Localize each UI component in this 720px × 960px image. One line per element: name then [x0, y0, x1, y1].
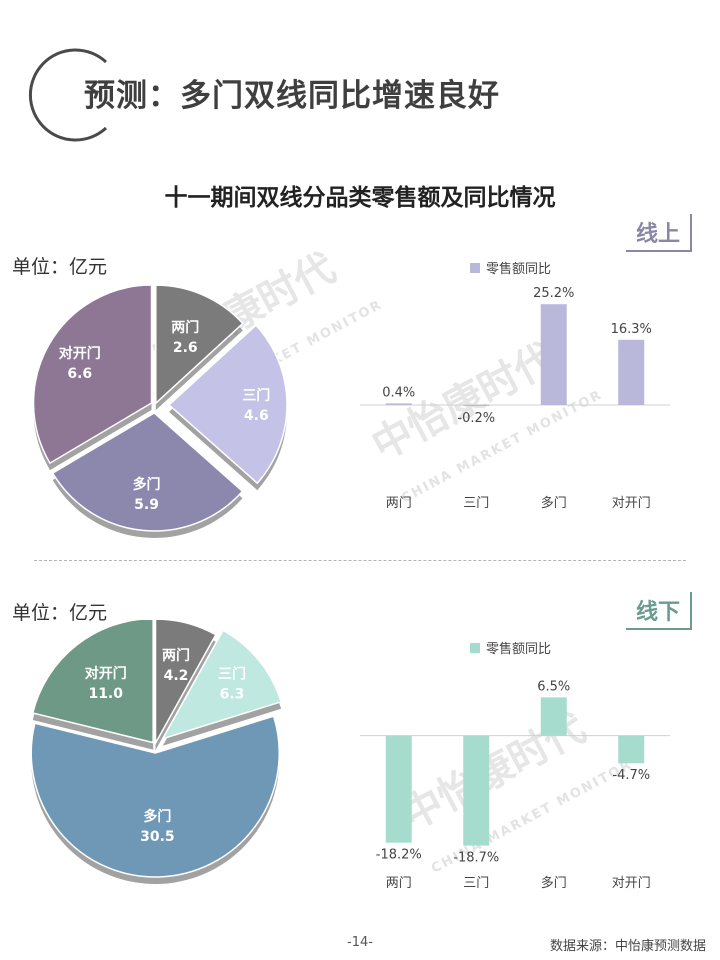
pie-slice-two-door [154, 620, 217, 746]
pie-label: 三门 [218, 665, 246, 682]
online-pie-chart: 两门 2.6 三门 4.6 多门 5.9 对开门 6.6 [32, 284, 288, 538]
pie-value-label: 2.6 [173, 340, 198, 356]
online-bar-chart: 零售额同比 0.4% 两门 -0.2% 三门 25.2% 多门 16.3% 对开门 [360, 261, 670, 511]
pie-value-label: 6.3 [220, 686, 245, 702]
bar-2 [540, 697, 567, 736]
pie-label: 三门 [242, 387, 270, 404]
pie-label: 多门 [133, 476, 161, 493]
pie-label: 对开门 [59, 345, 101, 362]
category-label: 对开门 [612, 876, 651, 891]
data-label: 0.4% [382, 385, 415, 400]
bar-3 [618, 339, 645, 405]
pie-slice-multi-door [51, 412, 244, 532]
category-label: 三门 [463, 876, 489, 891]
bar-0 [385, 735, 412, 843]
pie-label: 对开门 [85, 665, 127, 682]
data-label: 6.5% [537, 679, 570, 694]
source-note: 数据来源：中怡康预测数据 [550, 939, 707, 954]
pie-slice-three-door [161, 629, 283, 740]
category-label: 两门 [386, 496, 412, 511]
pie-value-label: 4.6 [244, 408, 269, 424]
pie-slice-two-door [155, 284, 244, 405]
data-label: -18.7% [453, 851, 499, 866]
bar-1 [463, 405, 490, 406]
online-tag: 线上 [626, 214, 693, 252]
legend-swatch [470, 643, 480, 653]
data-label: 16.3% [611, 322, 652, 337]
page-number: -14- [347, 935, 373, 950]
offline-bar-chart: 零售额同比 -18.2% 两门 -18.7% 三门 6.5% 多门 -4.7% 对开门 [360, 641, 670, 891]
data-label: 25.2% [533, 286, 574, 301]
category-label: 多门 [541, 495, 567, 511]
pie-label: 多门 [143, 808, 171, 825]
pie-value-label: 5.9 [134, 497, 159, 513]
offline-pie-chart: 两门 4.2 三门 6.3 多门 30.5 对开门 11.0 [30, 620, 283, 884]
section-divider [34, 560, 686, 561]
legend-label: 零售额同比 [486, 261, 551, 277]
pie-slice-three-door [167, 324, 288, 485]
pie-value-label: 4.2 [164, 668, 189, 684]
unit-label: 单位：亿元 [12, 256, 108, 278]
bar-3 [618, 735, 645, 764]
pie-slice-multi-door [30, 715, 280, 878]
pie-value-label: 6.6 [67, 366, 92, 382]
legend-label: 零售额同比 [486, 641, 551, 657]
header-arc-decoration [28, 48, 108, 142]
category-label: 三门 [463, 496, 489, 511]
data-label: -4.7% [612, 768, 650, 783]
page-title: 预测：多门双线同比增速良好 [84, 78, 500, 114]
unit-label: 单位：亿元 [12, 602, 108, 624]
legend-swatch [470, 263, 480, 273]
category-label: 两门 [386, 876, 412, 891]
data-label: -0.2% [457, 411, 495, 426]
pie-value-label: 11.0 [88, 686, 123, 702]
pie-slice-side-by-side [32, 284, 153, 465]
pie-label: 两门 [162, 647, 190, 664]
pie-slice-side-by-side [31, 620, 154, 744]
pie-label: 两门 [171, 319, 199, 336]
category-label: 对开门 [612, 496, 651, 511]
bar-2 [540, 304, 567, 405]
bar-0 [385, 403, 412, 405]
bar-1 [463, 735, 490, 846]
pie-value-label: 30.5 [140, 829, 175, 845]
chart-title: 十一期间双线分品类零售额及同比情况 [164, 185, 556, 211]
offline-tag: 线下 [626, 592, 693, 630]
data-label: -18.2% [376, 848, 422, 863]
category-label: 多门 [541, 875, 567, 891]
